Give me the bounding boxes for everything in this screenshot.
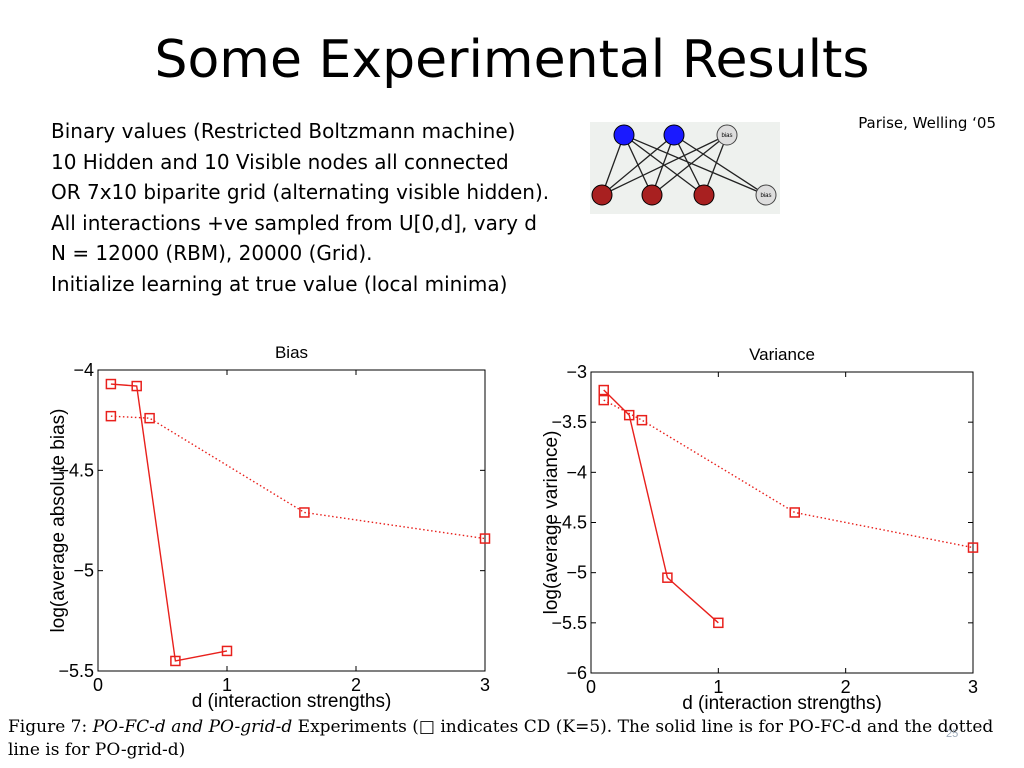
data-point-marker (598, 384, 609, 396)
y-tick-label: −3 (566, 362, 587, 382)
caption-text: Experiments (□ indicates CD (K=5). The s… (8, 717, 994, 760)
bullet-line: Initialize learning at true value (local… (51, 271, 508, 296)
network-diagram: bias bias (590, 122, 780, 214)
series-line-dotted (110, 415, 486, 540)
y-tick-label: −6 (566, 663, 587, 683)
bullet-line: 10 Hidden and 10 Visible nodes all conne… (51, 149, 509, 174)
caption-italic-term: PO-FC-d (92, 717, 166, 737)
page-number: 25 (946, 728, 959, 740)
y-tick-label: −5 (73, 561, 94, 581)
data-point-marker (131, 380, 142, 392)
data-point-marker (662, 572, 673, 583)
data-point-marker (598, 394, 609, 406)
series-line-solid (603, 389, 719, 624)
caption-italic-and: and (171, 717, 204, 737)
bias-chart: Bias 0 1 2 3 −4 −4.5 −5 −5.5 d (interaction stren… (48, 343, 491, 712)
x-tick-label: 1 (713, 677, 723, 697)
y-tick-label: −3.5 (551, 412, 587, 432)
data-point-marker (636, 414, 648, 426)
visible-node (591, 184, 613, 206)
bias-node (755, 184, 777, 206)
data-point-marker (144, 412, 155, 424)
bias-node (716, 124, 738, 146)
data-point-marker (623, 409, 635, 421)
x-axis-label: d (interaction strengths) (192, 691, 392, 712)
visible-node (693, 184, 715, 206)
hidden-node (663, 124, 685, 146)
data-point-marker (967, 542, 979, 553)
bias-node-label: bias (721, 133, 732, 139)
y-tick-label: −4.5 (58, 460, 94, 480)
caption-italic-term: PO-grid-d (208, 717, 293, 737)
x-tick-label: 3 (480, 675, 490, 695)
data-point-marker (105, 410, 117, 422)
data-point-marker (170, 655, 181, 667)
chart-title: Bias (275, 343, 308, 362)
data-point-marker (789, 507, 800, 518)
series-line-solid (110, 383, 228, 662)
x-tick-label: 3 (968, 677, 978, 697)
data-point-marker (221, 645, 233, 657)
variance-chart: Variance 0 1 2 3 −3 −3.5 −4 −4.5 −5 −5.5 −6 d (inter… (541, 345, 979, 714)
bullet-line: N = 12000 (RBM), 20000 (Grid). (51, 241, 373, 265)
bullet-line: OR 7x10 biparite grid (alternating visib… (51, 180, 550, 204)
series-line-dotted (603, 399, 974, 549)
y-axis-label: log(average variance) (541, 431, 562, 615)
plot-axes-box (590, 371, 974, 674)
y-tick-label: −4 (73, 360, 94, 380)
data-point-marker (299, 507, 310, 518)
y-tick-label: −4.5 (551, 513, 587, 533)
slide-title: Some Experimental Results (154, 30, 870, 90)
bullet-list: Binary values (Restricted Boltzmann mach… (51, 116, 591, 299)
citation: Parise, Welling ‘05 (858, 114, 996, 132)
bullet-line: Binary values (Restricted Boltzmann mach… (51, 119, 516, 143)
y-tick-label: −5.5 (551, 613, 587, 633)
y-tick-label: −5.5 (58, 661, 94, 681)
caption-figure-label: Figure 7: (8, 717, 88, 737)
data-point-marker (713, 617, 724, 629)
data-point-marker (105, 378, 117, 390)
data-point-marker (479, 533, 491, 544)
figure-caption: Figure 7: PO-FC-d and PO-grid-d Experime… (8, 716, 1018, 762)
x-tick-label: 0 (586, 677, 596, 697)
visible-node (641, 184, 663, 206)
plot-axes-box (97, 369, 486, 672)
bias-node-label: bias (760, 193, 771, 199)
x-tick-label: 0 (93, 675, 103, 695)
chart-title: Variance (749, 345, 815, 364)
hidden-node (613, 124, 635, 146)
x-axis-label: d (interaction strengths) (682, 693, 882, 714)
x-tick-label: 1 (222, 675, 232, 695)
y-tick-label: −4 (566, 462, 587, 482)
x-tick-label: 2 (351, 675, 361, 695)
x-tick-label: 2 (841, 677, 851, 697)
bullet-line: All interactions +ve sampled from U[0,d]… (51, 210, 537, 235)
y-tick-label: −5 (566, 563, 587, 583)
y-axis-label: log(average absolute bias) (48, 409, 69, 633)
